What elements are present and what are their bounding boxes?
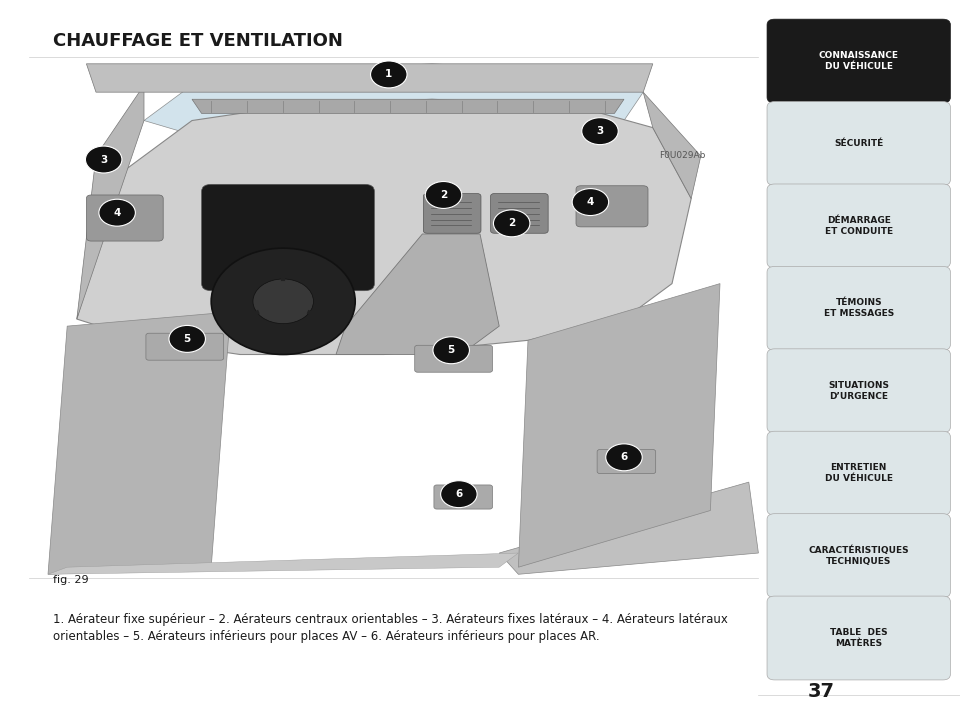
FancyBboxPatch shape	[767, 349, 950, 432]
Circle shape	[169, 325, 205, 352]
Circle shape	[425, 182, 462, 208]
FancyBboxPatch shape	[767, 596, 950, 680]
Text: 4: 4	[113, 208, 121, 218]
Text: CHAUFFAGE ET VENTILATION: CHAUFFAGE ET VENTILATION	[53, 32, 343, 50]
Text: 2: 2	[508, 218, 516, 228]
FancyBboxPatch shape	[767, 101, 950, 186]
Text: 2: 2	[440, 190, 447, 200]
Circle shape	[493, 210, 530, 237]
FancyBboxPatch shape	[423, 194, 481, 233]
Circle shape	[572, 189, 609, 216]
Text: TABLE  DES
MATÈRES: TABLE DES MATÈRES	[829, 628, 888, 648]
FancyBboxPatch shape	[434, 485, 492, 509]
Text: 6: 6	[455, 489, 463, 499]
FancyBboxPatch shape	[415, 345, 492, 372]
Text: 6: 6	[620, 452, 628, 462]
Text: TÉMOINS
ET MESSAGES: TÉMOINS ET MESSAGES	[824, 298, 894, 318]
Circle shape	[606, 444, 642, 471]
Text: 5: 5	[447, 345, 455, 355]
Text: CARACTÉRISTIQUES
TECHNIQUES: CARACTÉRISTIQUES TECHNIQUES	[808, 545, 909, 566]
Text: SITUATIONS
D’URGENCE: SITUATIONS D’URGENCE	[828, 381, 889, 401]
Polygon shape	[336, 234, 499, 354]
Text: 4: 4	[587, 197, 594, 207]
Text: fig. 29: fig. 29	[53, 575, 88, 585]
FancyBboxPatch shape	[491, 194, 548, 233]
FancyBboxPatch shape	[146, 333, 224, 360]
Circle shape	[211, 248, 355, 354]
Circle shape	[582, 118, 618, 145]
Circle shape	[85, 146, 122, 173]
FancyBboxPatch shape	[767, 431, 950, 515]
Polygon shape	[518, 284, 720, 567]
Polygon shape	[86, 64, 653, 92]
Polygon shape	[77, 99, 691, 354]
FancyBboxPatch shape	[767, 184, 950, 268]
Polygon shape	[144, 64, 643, 156]
Circle shape	[441, 481, 477, 508]
Circle shape	[99, 199, 135, 226]
Text: 3: 3	[100, 155, 108, 164]
FancyBboxPatch shape	[767, 513, 950, 598]
FancyBboxPatch shape	[86, 195, 163, 241]
Polygon shape	[77, 85, 144, 319]
Circle shape	[433, 337, 469, 364]
Polygon shape	[192, 99, 624, 113]
Text: 1. Aérateur fixe supérieur – 2. Aérateurs centraux orientables – 3. Aérateurs fi: 1. Aérateur fixe supérieur – 2. Aérateur…	[53, 613, 728, 643]
Text: 37: 37	[807, 682, 834, 700]
Text: 1: 1	[385, 69, 393, 79]
Text: F0U029Ab: F0U029Ab	[660, 150, 706, 160]
Text: DÉMARRAGE
ET CONDUITE: DÉMARRAGE ET CONDUITE	[825, 216, 893, 236]
Polygon shape	[48, 553, 518, 574]
FancyBboxPatch shape	[767, 267, 950, 350]
Circle shape	[252, 279, 313, 324]
FancyBboxPatch shape	[767, 19, 950, 103]
FancyBboxPatch shape	[576, 186, 648, 227]
Polygon shape	[48, 312, 230, 574]
FancyBboxPatch shape	[202, 184, 374, 291]
FancyBboxPatch shape	[597, 450, 656, 474]
Text: 3: 3	[596, 126, 604, 136]
Text: 5: 5	[183, 334, 191, 344]
Text: SÉCURITÉ: SÉCURITÉ	[834, 139, 883, 148]
Polygon shape	[499, 482, 758, 574]
Text: CONNAISSANCE
DU VÉHICULE: CONNAISSANCE DU VÉHICULE	[819, 51, 899, 71]
Polygon shape	[643, 92, 701, 199]
Text: ENTRETIEN
DU VÉHICULE: ENTRETIEN DU VÉHICULE	[825, 463, 893, 484]
Circle shape	[371, 61, 407, 88]
